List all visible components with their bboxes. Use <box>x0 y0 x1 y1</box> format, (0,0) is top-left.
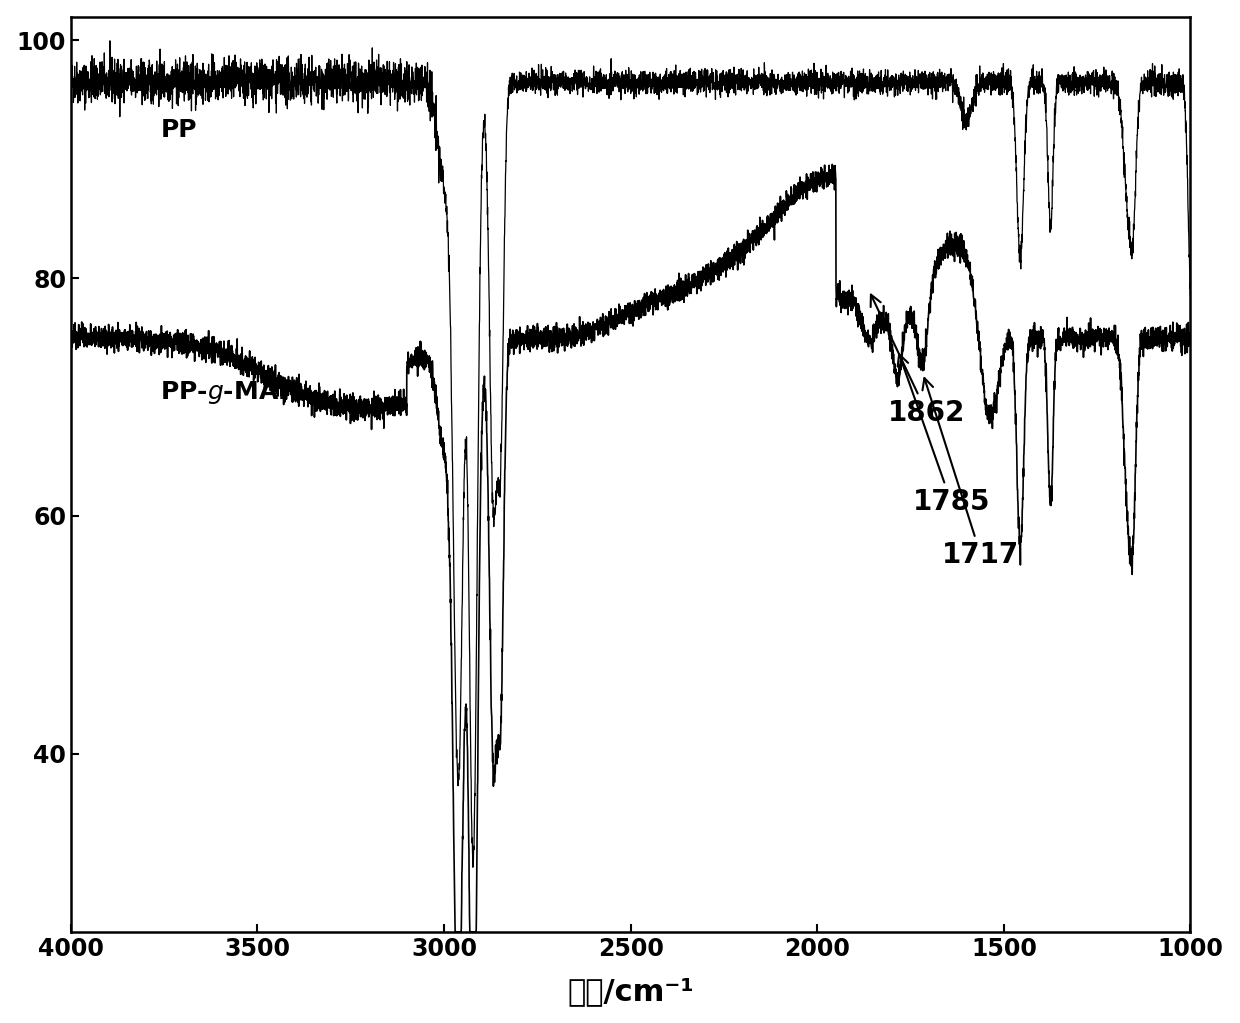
X-axis label: 波数/cm⁻¹: 波数/cm⁻¹ <box>567 977 694 1007</box>
Text: 1785: 1785 <box>898 354 990 516</box>
Text: 1862: 1862 <box>870 295 966 427</box>
Text: PP: PP <box>160 118 197 142</box>
Text: 1717: 1717 <box>923 379 1019 570</box>
Text: PP-$\it{g}$-MAH: PP-$\it{g}$-MAH <box>160 380 299 406</box>
